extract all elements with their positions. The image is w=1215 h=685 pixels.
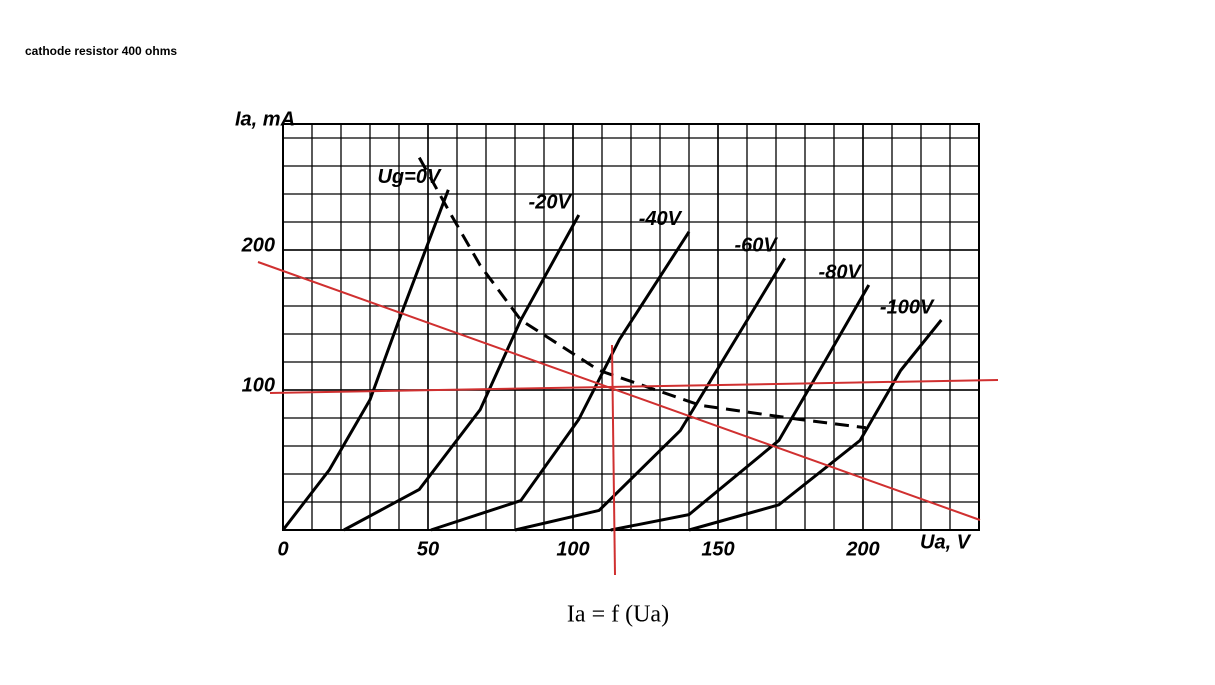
series-label: -20V xyxy=(529,191,573,213)
caption: Ia = f (Ua) xyxy=(567,602,669,628)
series-line xyxy=(610,284,871,532)
x-tick-label: 50 xyxy=(417,538,439,560)
dissipation-line xyxy=(417,156,867,430)
x-tick-label: 200 xyxy=(845,538,879,560)
load-line xyxy=(257,261,981,521)
series-line xyxy=(688,319,943,532)
x-tick-label: 100 xyxy=(556,538,589,560)
operating-point-line xyxy=(611,344,616,576)
series-label: -60V xyxy=(734,235,778,257)
series-label: -100V xyxy=(880,296,935,318)
load-lines xyxy=(257,261,999,576)
x-tick-label: 0 xyxy=(277,538,288,560)
series-line xyxy=(430,230,691,532)
series-label: Ug=0V xyxy=(377,166,441,188)
bias-line xyxy=(269,379,999,394)
y-tick-label: 100 xyxy=(242,374,275,396)
series-label: -80V xyxy=(819,261,863,283)
y-axis-label: Ia, mA xyxy=(235,108,295,130)
x-tick-label: 150 xyxy=(701,538,734,560)
note: cathode resistor 400 ohms xyxy=(25,44,177,58)
y-tick-label: 200 xyxy=(241,234,275,256)
x-axis-label: Ua, V xyxy=(920,531,972,553)
series-line xyxy=(281,189,450,531)
series-line xyxy=(514,257,786,532)
series-label: -40V xyxy=(639,208,683,230)
series-line xyxy=(343,214,581,532)
